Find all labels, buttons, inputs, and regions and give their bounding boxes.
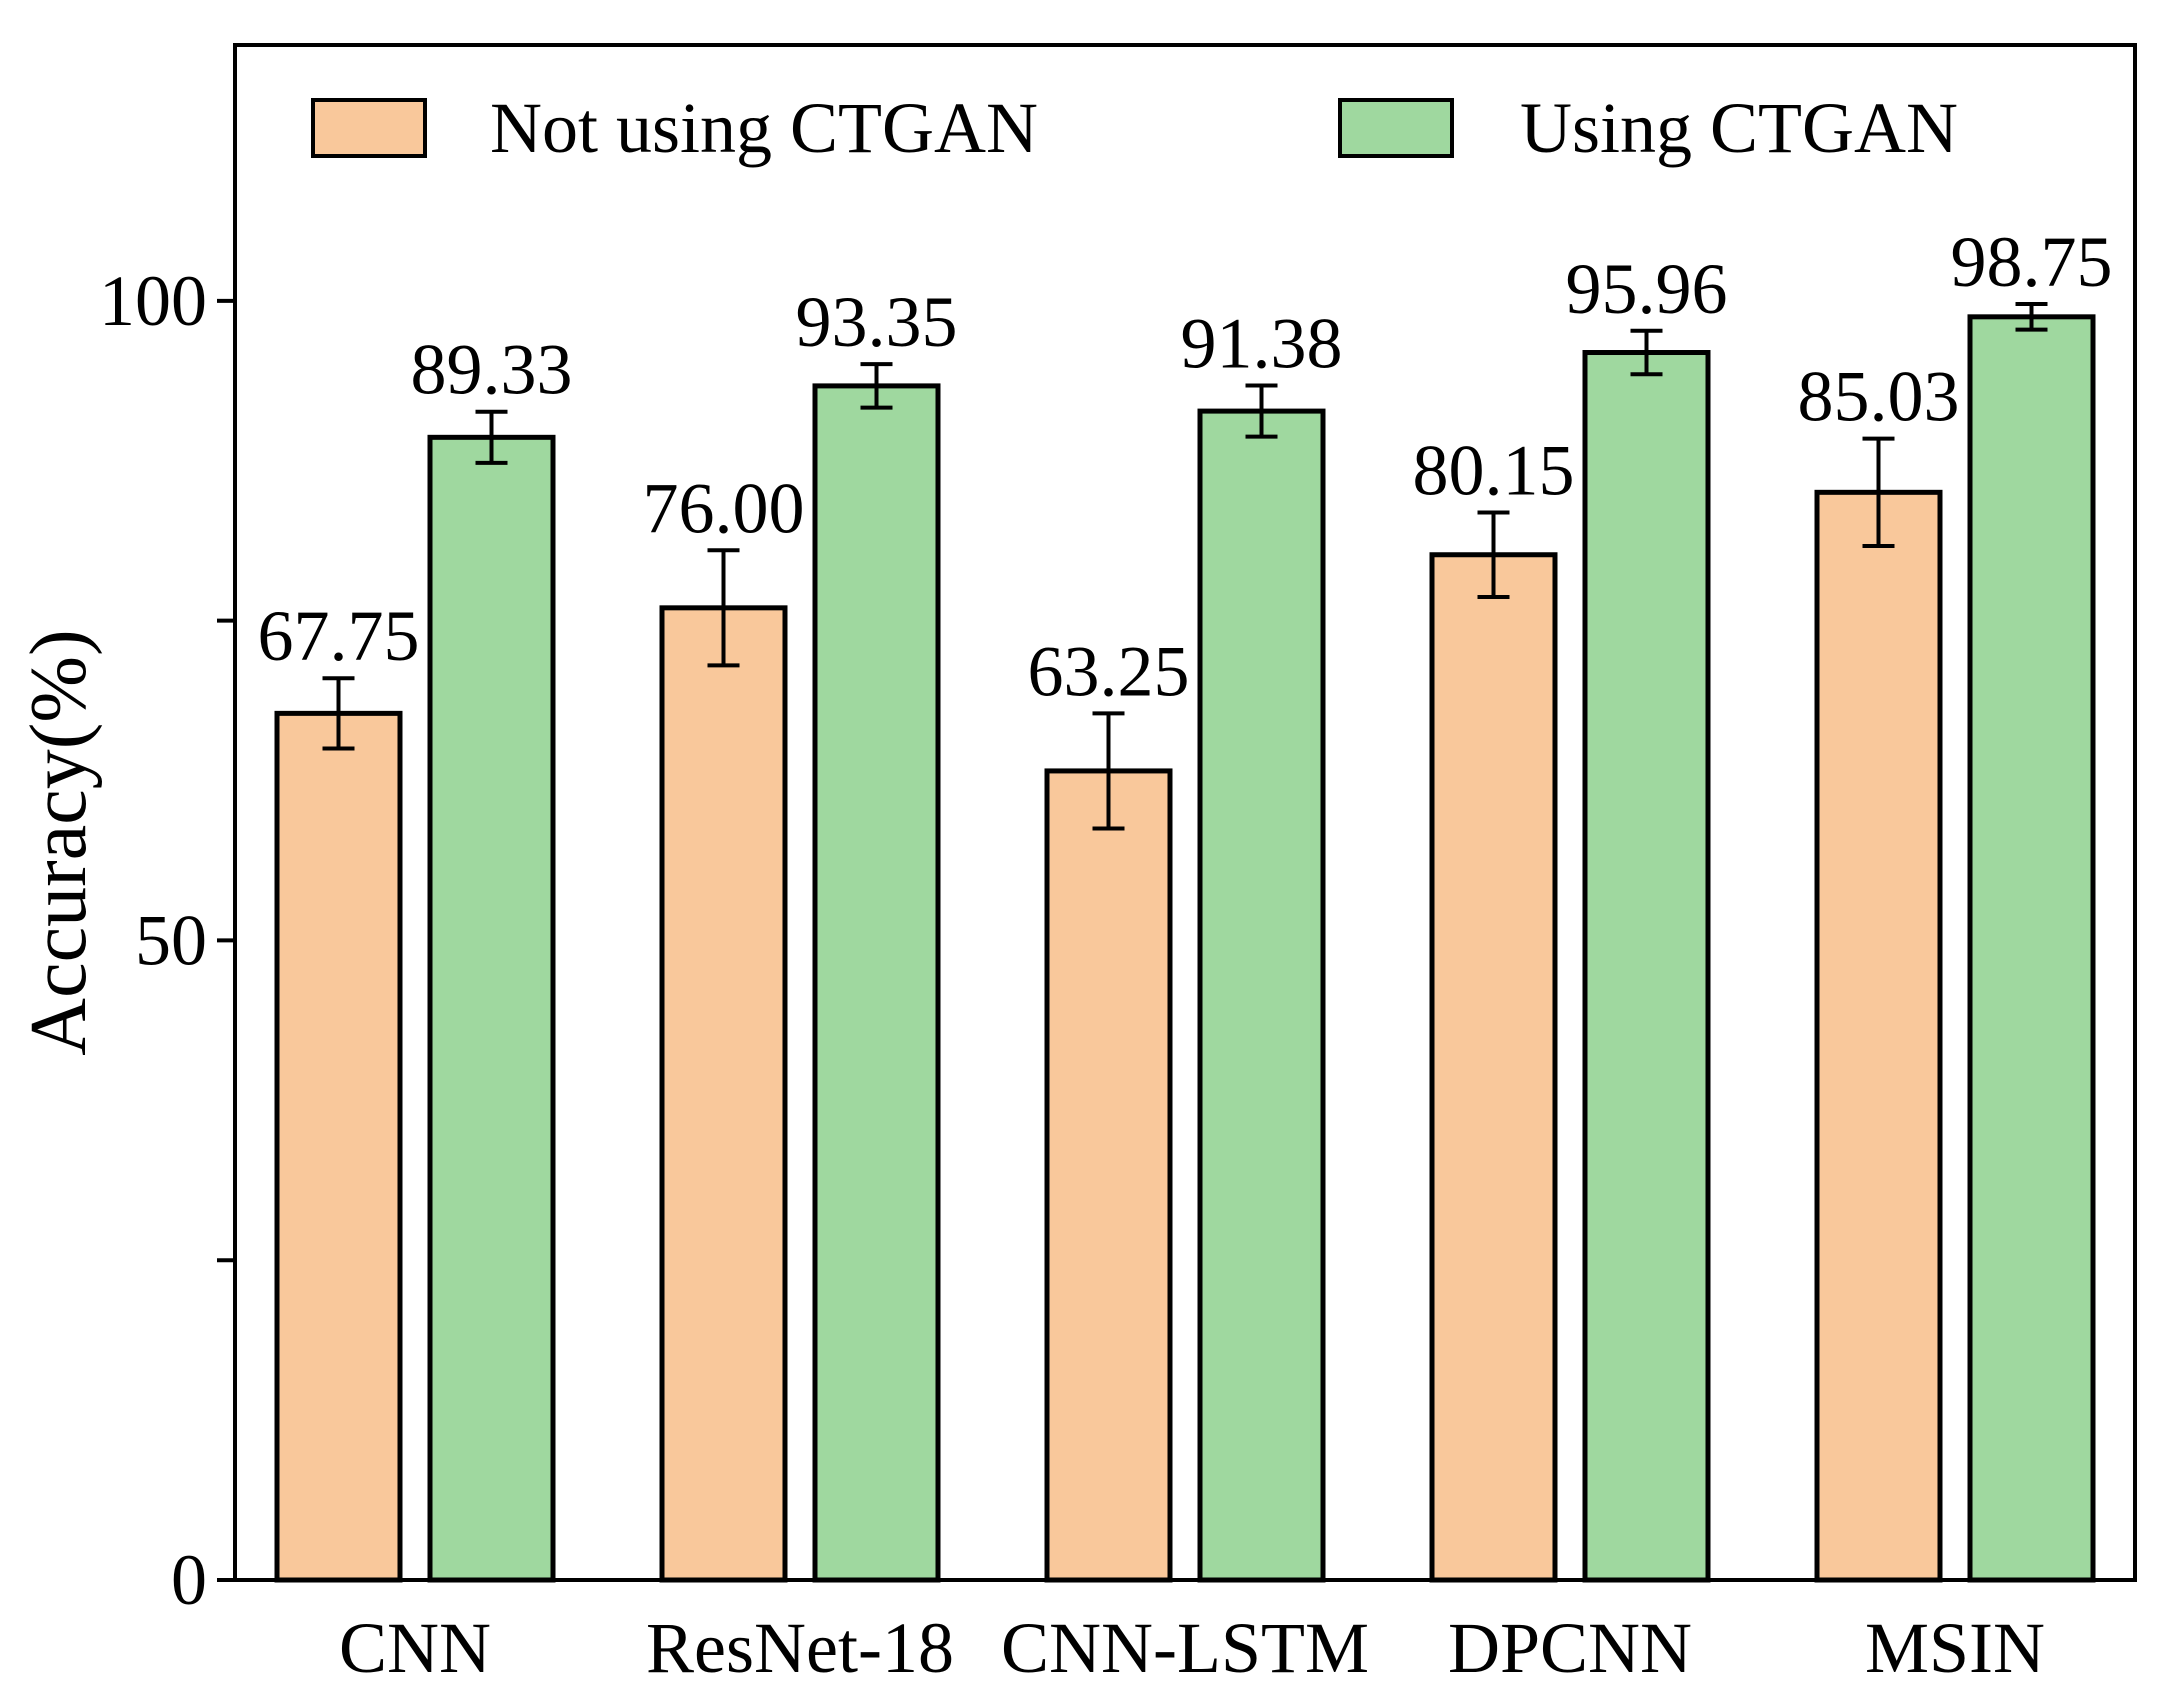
legend-swatch [1338, 98, 1454, 158]
data-label: 93.35 [796, 282, 958, 362]
bar-using-4 [1967, 314, 2096, 1583]
data-label: 76.00 [643, 468, 805, 548]
legend-label: Not using CTGAN [490, 88, 1038, 168]
bar-using-1 [812, 383, 941, 1583]
bar-not-using-1 [659, 605, 788, 1583]
data-label: 63.25 [1028, 631, 1190, 711]
y-tick-label: 0 [171, 1540, 207, 1620]
bar-using-3 [1582, 350, 1711, 1583]
y-tick-label: 50 [135, 900, 207, 980]
error-bars [322, 302, 2048, 831]
data-label: 67.75 [258, 596, 420, 676]
data-label: 95.96 [1566, 249, 1728, 329]
bars [274, 314, 2096, 1583]
axes: 0 50 100 Accuracy(%) CNN ResNet-18 CNN-LSTM DPC… [15, 261, 2045, 1688]
bar-not-using-2 [1044, 768, 1173, 1583]
plot-frame [233, 43, 2137, 1582]
y-axis-title: Accuracy(%) [15, 629, 103, 1055]
legend-swatch [311, 98, 427, 158]
x-tick-label: ResNet-18 [646, 1608, 954, 1688]
bar-using-0 [427, 434, 556, 1583]
bar-using-2 [1197, 408, 1326, 1583]
bar-not-using-3 [1429, 552, 1558, 1583]
data-label: 89.33 [411, 330, 573, 410]
bar-not-using-4 [1814, 489, 1943, 1583]
x-tick-label: CNN-LSTM [1001, 1608, 1369, 1688]
data-label: 80.15 [1413, 431, 1575, 511]
value-labels: 67.75 89.33 76.00 93.35 63.25 91.38 80.15 95.96… [258, 222, 2113, 711]
data-label: 85.03 [1798, 357, 1960, 437]
x-tick-label: CNN [339, 1608, 491, 1688]
legend: Not using CTGAN Using CTGAN [311, 88, 1958, 168]
bar-not-using-0 [274, 710, 403, 1583]
x-tick-label: DPCNN [1448, 1608, 1692, 1688]
data-label: 98.75 [1951, 222, 2113, 302]
x-tick-label: MSIN [1865, 1608, 2045, 1688]
legend-label: Using CTGAN [1520, 88, 1958, 168]
data-label: 91.38 [1181, 304, 1343, 384]
y-tick-label: 100 [99, 261, 207, 341]
